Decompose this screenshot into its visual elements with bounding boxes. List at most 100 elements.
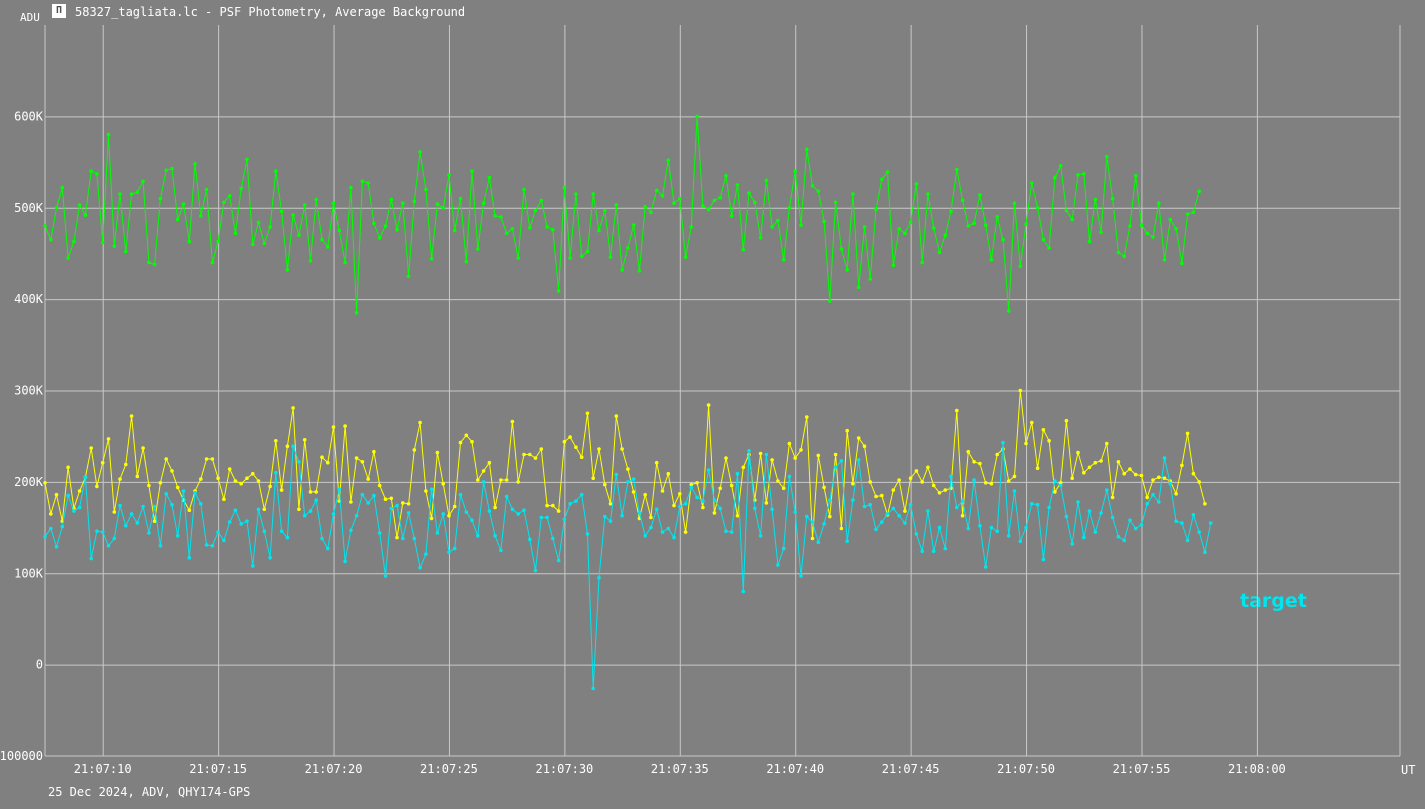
series-1-point xyxy=(972,460,976,464)
series-2-point xyxy=(118,503,122,508)
series-0-point xyxy=(1012,201,1017,205)
y-tick-label: 0 xyxy=(36,658,43,672)
series-1-point xyxy=(1076,450,1080,455)
series-1-point xyxy=(222,497,226,502)
series-1-point xyxy=(343,424,347,428)
series-2-point xyxy=(585,532,590,536)
series-1-point xyxy=(401,501,405,505)
series-0-point xyxy=(389,197,394,202)
x-tick-label: 21:07:50 xyxy=(997,762,1055,776)
series-0-point xyxy=(268,225,272,229)
series-2-point xyxy=(66,493,70,498)
series-2-point xyxy=(545,515,549,520)
series-0-point xyxy=(631,223,636,227)
series-0-point xyxy=(1030,181,1034,185)
series-2-point xyxy=(1133,526,1138,531)
series-0-point xyxy=(435,202,440,206)
series-1-point xyxy=(533,456,538,460)
series-2-point xyxy=(770,507,774,512)
series-2-point xyxy=(441,512,446,516)
series-0-point xyxy=(851,192,855,196)
y-tick-label: 100000 xyxy=(0,749,43,763)
series-1-point xyxy=(1191,471,1196,476)
series-0-point xyxy=(781,258,786,262)
series-2-point xyxy=(551,536,555,541)
series-1-point xyxy=(1070,476,1074,481)
series-2-point xyxy=(124,523,128,528)
app-icon[interactable]: Π xyxy=(52,4,66,18)
series-0-point xyxy=(106,132,111,137)
series-2-point xyxy=(966,526,971,531)
series-0-point xyxy=(499,215,503,219)
series-0-point xyxy=(1093,197,1098,202)
series-1-point xyxy=(672,503,676,508)
series-2-point xyxy=(1197,530,1201,534)
series-1-point xyxy=(320,455,324,460)
series-0-point xyxy=(1099,230,1103,235)
series-2-point xyxy=(781,546,786,551)
series-2-point xyxy=(914,532,919,536)
series-0-point xyxy=(603,208,607,213)
series-2-point xyxy=(931,549,936,554)
series-2-point xyxy=(510,507,515,512)
series-group xyxy=(43,114,1213,691)
series-1-point xyxy=(1047,439,1051,443)
series-1-point xyxy=(868,480,872,484)
series-1-point xyxy=(406,502,411,506)
series-1-point xyxy=(141,446,145,450)
series-0-point xyxy=(447,173,451,177)
series-2-point xyxy=(845,539,849,544)
series-0-point xyxy=(1024,222,1028,226)
series-1-point xyxy=(100,460,105,465)
series-2-point xyxy=(389,506,394,511)
series-1-point xyxy=(758,451,763,456)
series-2-point xyxy=(735,471,740,476)
series-2-point xyxy=(83,475,88,480)
series-0-point xyxy=(66,256,70,260)
series-2-point xyxy=(106,544,111,548)
chart-grid xyxy=(44,25,1401,757)
series-0-point xyxy=(412,199,417,204)
series-1-point xyxy=(1185,431,1190,436)
series-0-point xyxy=(880,177,884,182)
series-0-point xyxy=(868,277,872,281)
series-0-point xyxy=(1006,309,1011,313)
series-0-point xyxy=(528,226,532,230)
series-2-point xyxy=(729,530,734,534)
series-1-point xyxy=(1018,388,1023,393)
series-2-point xyxy=(1162,456,1167,460)
series-1-point xyxy=(880,493,884,498)
series-2-point xyxy=(285,535,290,540)
series-0-point xyxy=(49,237,53,242)
series-0-point xyxy=(297,233,301,237)
series-0-point xyxy=(77,203,82,207)
series-2-point xyxy=(597,576,601,580)
series-2-point xyxy=(152,504,157,509)
series-0-point xyxy=(493,214,497,218)
series-0-point xyxy=(366,181,371,185)
y-tick-label: 400K xyxy=(14,292,44,306)
series-1-point xyxy=(251,471,255,476)
series-1-point xyxy=(452,504,457,509)
series-2-point xyxy=(343,559,347,564)
series-1-point xyxy=(845,428,849,433)
x-tick-label: 21:07:35 xyxy=(651,762,709,776)
series-1-point xyxy=(574,445,578,450)
series-0-point xyxy=(227,194,232,198)
series-1-point xyxy=(862,444,867,449)
series-0-point xyxy=(458,196,463,201)
series-2-point xyxy=(649,525,653,530)
series-0-point xyxy=(377,236,382,240)
series-1-point xyxy=(597,447,601,451)
series-2-point xyxy=(170,502,174,507)
series-2-point xyxy=(568,502,572,506)
series-1-point xyxy=(1174,492,1178,496)
series-0-point xyxy=(822,219,826,224)
series-2-point xyxy=(187,555,192,560)
series-0-point xyxy=(424,187,428,192)
series-0-point xyxy=(695,114,699,119)
series-1-point xyxy=(701,505,705,510)
series-1-point xyxy=(1030,420,1034,425)
series-2-point xyxy=(1076,500,1080,504)
series-1-point xyxy=(447,513,451,518)
